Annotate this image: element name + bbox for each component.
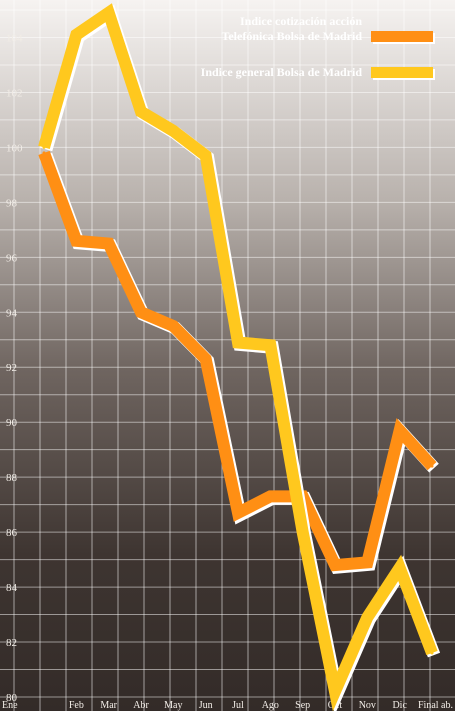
data-point — [42, 145, 46, 149]
x-tick-label: Jun — [199, 700, 213, 711]
legend-swatch — [371, 67, 433, 78]
data-point — [365, 615, 369, 619]
x-tick-label: Mar — [100, 700, 117, 711]
x-tick-label: Ago — [262, 700, 279, 711]
y-tick-label: 84 — [6, 582, 18, 594]
x-tick-label: Dic — [392, 700, 407, 711]
data-point — [204, 357, 208, 361]
x-tick-label: Nov — [359, 700, 376, 711]
y-tick-label: 90 — [6, 417, 18, 429]
data-point — [42, 151, 46, 155]
x-tick-label: Sep — [295, 700, 310, 711]
data-point — [236, 341, 240, 345]
data-point — [236, 511, 240, 515]
data-point — [398, 428, 402, 432]
data-point — [365, 560, 369, 564]
data-point — [333, 563, 337, 567]
data-point — [171, 129, 175, 133]
data-point — [268, 494, 272, 498]
legend-swatch — [371, 31, 433, 42]
legend-label: Telefónica Bolsa de Madrid — [221, 29, 362, 43]
y-tick-label: 96 — [6, 252, 18, 264]
data-point — [398, 566, 402, 570]
y-tick-label: 82 — [6, 637, 17, 649]
y-tick-label: 104 — [6, 32, 23, 44]
y-tick-label: 94 — [6, 307, 18, 319]
x-tick-label: Ene — [2, 700, 18, 711]
data-point — [139, 310, 143, 314]
data-point — [107, 11, 111, 15]
x-tick-label: Feb — [69, 700, 84, 711]
data-point — [107, 242, 111, 246]
legend-label: Indice general Bolsa de Madrid — [201, 65, 363, 79]
y-tick-label: 80 — [6, 692, 18, 704]
data-point — [333, 690, 337, 694]
data-point — [139, 110, 143, 114]
x-tick-label: Jul — [232, 700, 244, 711]
y-tick-label: 98 — [6, 197, 18, 209]
y-tick-label: 86 — [6, 527, 18, 539]
data-point — [74, 239, 78, 243]
x-tick-label: Abr — [133, 700, 149, 711]
y-tick-label: 102 — [6, 87, 23, 99]
data-point — [204, 154, 208, 158]
y-tick-label: 100 — [6, 142, 23, 154]
x-tick-label: May — [164, 700, 182, 711]
data-point — [268, 343, 272, 347]
x-tick-label: Final ab. — [418, 700, 453, 711]
data-point — [301, 530, 305, 534]
y-axis-tick-labels: 80 82 84 86 88 90 92 94 96 98 100 102 104 — [6, 32, 23, 704]
data-point — [74, 33, 78, 37]
series-lines — [38, 3, 441, 711]
legend-label: Indice cotización acción — [240, 14, 362, 28]
data-point — [171, 324, 175, 328]
data-point — [430, 651, 434, 655]
y-tick-label: 92 — [6, 362, 17, 374]
data-point — [430, 464, 434, 468]
y-tick-label: 88 — [6, 472, 18, 484]
